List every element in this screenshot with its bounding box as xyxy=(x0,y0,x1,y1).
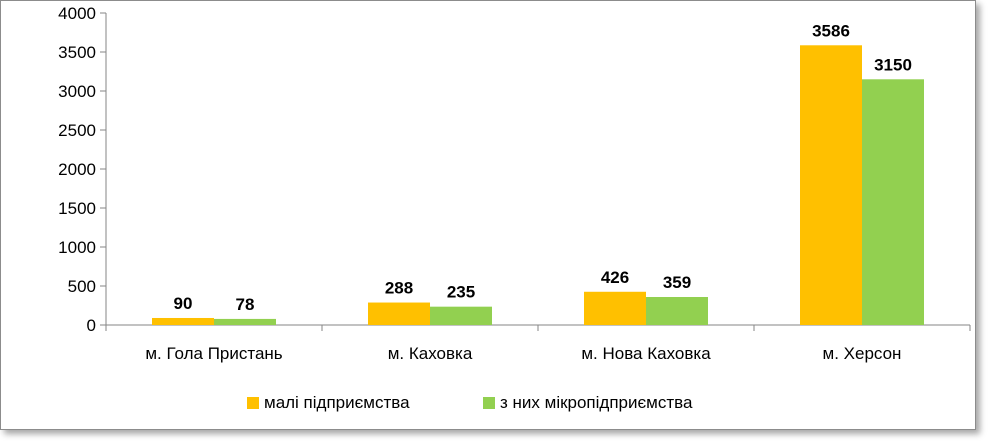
data-label: 426 xyxy=(601,268,629,287)
legend: малі підприємства з них мікропідприємства xyxy=(247,393,693,412)
x-category-label: м. Нова Каховка xyxy=(581,344,711,363)
legend-label: з них мікропідприємства xyxy=(500,393,693,412)
bar-small-enterprises xyxy=(368,302,430,325)
y-tick-label: 2000 xyxy=(58,160,96,179)
data-labels: 90 288 426 3586 78 235 359 3150 xyxy=(174,21,912,314)
y-tick-label: 3500 xyxy=(58,43,96,62)
bar-micro-enterprises xyxy=(862,79,924,325)
y-tick-label: 2500 xyxy=(58,121,96,140)
legend-swatch xyxy=(483,397,495,409)
y-tick-label: 1500 xyxy=(58,199,96,218)
bars xyxy=(152,45,924,326)
data-label: 288 xyxy=(385,279,413,298)
bar-small-enterprises xyxy=(584,291,646,325)
y-axis: 0 500 1000 1500 2000 2500 3000 3500 4000 xyxy=(58,4,107,335)
x-category-label: м. Гола Пристань xyxy=(145,344,282,363)
x-category-label: м. Херсон xyxy=(823,344,902,363)
bar-micro-enterprises xyxy=(430,306,492,325)
data-label: 90 xyxy=(174,294,193,313)
legend-label: малі підприємства xyxy=(264,393,410,412)
data-label: 359 xyxy=(663,273,691,292)
bar-micro-enterprises xyxy=(214,318,276,325)
y-tick-label: 0 xyxy=(87,316,96,335)
data-label: 78 xyxy=(236,295,255,314)
x-category-label: м. Каховка xyxy=(388,344,473,363)
data-label: 3150 xyxy=(874,55,912,74)
y-tick-label: 3000 xyxy=(58,82,96,101)
bar-micro-enterprises xyxy=(646,296,708,325)
legend-swatch xyxy=(247,397,259,409)
bar-small-enterprises xyxy=(800,45,862,326)
y-tick-label: 500 xyxy=(68,277,96,296)
bar-small-enterprises xyxy=(152,317,214,325)
y-tick-label: 4000 xyxy=(58,4,96,23)
y-tick-label: 1000 xyxy=(58,238,96,257)
data-label: 235 xyxy=(447,283,475,302)
data-label: 3586 xyxy=(812,21,850,40)
x-axis: м. Гола Пристань м. Каховка м. Нова Каховк… xyxy=(105,324,971,363)
